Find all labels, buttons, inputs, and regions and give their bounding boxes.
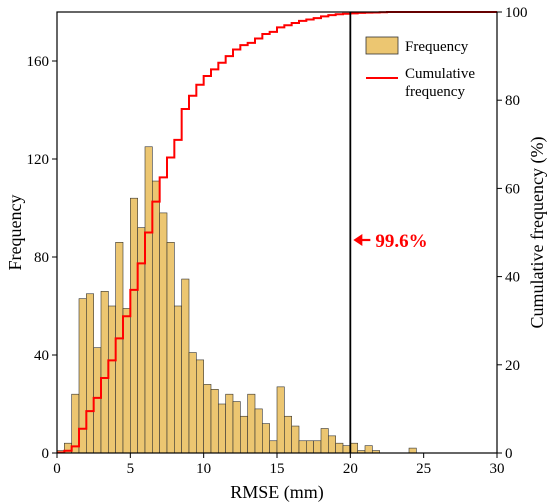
histogram-bar — [203, 384, 212, 454]
histogram-bar — [350, 442, 358, 454]
histogram-bar — [218, 403, 226, 454]
histogram-bar — [115, 242, 124, 454]
y-tick-label: 160 — [27, 54, 50, 70]
histogram-bar — [130, 197, 138, 454]
x-tick-label: 15 — [270, 461, 285, 477]
y-right-tick-label: 100 — [505, 5, 528, 21]
histogram-bar — [78, 298, 87, 454]
histogram-bar — [108, 305, 116, 454]
histogram-bar — [240, 415, 248, 454]
histogram-bar — [408, 447, 417, 454]
legend-swatch-frequency — [365, 36, 399, 55]
histogram-bar — [284, 415, 292, 454]
histogram-bar — [320, 428, 329, 454]
histogram-bar — [269, 440, 278, 454]
legend: Frequency Cumulative frequency — [365, 36, 475, 100]
x-tick-label: 5 — [127, 461, 135, 477]
histogram-bar — [298, 440, 307, 454]
histogram-bar — [137, 227, 146, 454]
y-right-tick-label: 20 — [505, 358, 520, 374]
y-right-tick-label: 60 — [505, 181, 520, 197]
x-tick-label: 25 — [416, 461, 431, 477]
histogram-bar — [232, 401, 241, 454]
y-right-tick-label: 40 — [505, 270, 520, 286]
histogram-bar — [196, 359, 204, 454]
frequency-bars — [56, 146, 417, 454]
histogram-bar — [254, 408, 263, 454]
histogram-bar — [166, 242, 175, 454]
histogram-bar — [188, 352, 197, 454]
histogram-bar — [225, 393, 234, 454]
y-right-tick-label: 80 — [505, 93, 520, 109]
histogram-bar — [335, 442, 344, 454]
histogram-bar — [100, 290, 109, 454]
legend-label-frequency: Frequency — [405, 39, 469, 55]
histogram-bar — [144, 146, 153, 454]
histogram-bar — [159, 212, 168, 454]
histogram-bar — [122, 308, 131, 454]
x-axis-label: RMSE (mm) — [230, 482, 324, 503]
legend-label-cumulative: Cumulative — [405, 66, 475, 82]
y-tick-label: 80 — [34, 250, 49, 266]
histogram-bar — [174, 305, 182, 454]
histogram-bar — [210, 388, 219, 454]
x-tick-label: 10 — [196, 461, 211, 477]
annotation-arrow-head — [353, 234, 363, 246]
legend-label-cumulative: frequency — [405, 84, 465, 100]
histogram-bar — [86, 293, 94, 454]
histogram-bar — [291, 425, 300, 454]
histogram-bar — [181, 278, 190, 454]
histogram-bar — [247, 393, 256, 454]
x-tick-label: 30 — [490, 461, 505, 477]
y-right-tick-label: 0 — [505, 446, 513, 462]
y-right-axis-label: Cumulative frequency (%) — [527, 137, 548, 329]
annotation-label: 99.6% — [375, 231, 427, 252]
y-tick-label: 120 — [27, 152, 50, 168]
histogram-bar — [93, 347, 102, 454]
histogram-bar — [152, 180, 160, 454]
histogram-bar — [306, 440, 314, 454]
x-tick-label: 20 — [343, 461, 358, 477]
y-axis-label: Frequency — [5, 195, 25, 271]
histogram-bar — [262, 423, 270, 454]
histogram-bar — [364, 445, 373, 454]
histogram-bar — [71, 393, 80, 454]
x-tick-label: 0 — [53, 461, 61, 477]
histogram-bar — [328, 435, 336, 454]
histogram-bar — [313, 440, 322, 454]
histogram-bar — [276, 386, 285, 454]
y-tick-label: 0 — [42, 446, 50, 462]
y-tick-label: 40 — [34, 348, 49, 364]
histogram-bar — [342, 445, 351, 454]
